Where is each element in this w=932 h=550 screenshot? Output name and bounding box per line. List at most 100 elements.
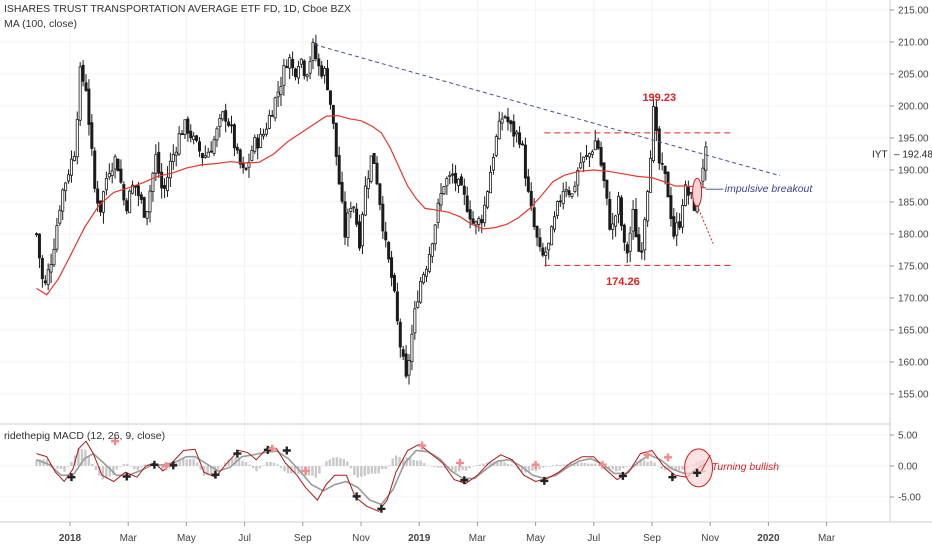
candle-body <box>122 184 126 201</box>
candle-body <box>547 242 551 251</box>
candle-body <box>553 216 557 230</box>
candle-body <box>206 151 210 158</box>
macd-histogram-bar <box>422 462 426 466</box>
candle-body <box>474 221 478 226</box>
price-tick-label: 195.00 <box>898 134 929 145</box>
macd-histogram-bar <box>401 458 405 466</box>
macd-histogram-bar <box>143 464 146 466</box>
macd-histogram-bar <box>559 464 562 466</box>
macd-histogram-bar <box>426 465 429 466</box>
macd-histogram-bar <box>332 457 335 466</box>
candle-body <box>689 192 693 195</box>
candle-body <box>651 106 655 162</box>
candle-body <box>163 185 167 189</box>
candle-body <box>401 349 405 357</box>
macd-histogram-bar <box>611 466 614 470</box>
macd-histogram-bar <box>513 466 517 467</box>
candle-body <box>238 149 242 165</box>
candle-body <box>305 74 309 77</box>
candle-body <box>646 191 650 222</box>
macd-histogram-bar <box>59 466 63 470</box>
macd-histogram-bar <box>646 461 649 466</box>
candle-body <box>349 207 353 212</box>
candle-body <box>218 118 222 127</box>
macd-histogram-bar <box>63 466 66 472</box>
candle-body <box>317 58 321 67</box>
bull-cross-marker <box>460 476 469 485</box>
candle-body <box>561 190 565 205</box>
candle-body <box>442 186 446 195</box>
ma-legend: MA (100, close) <box>4 18 77 30</box>
macd-histogram-bar <box>279 466 283 468</box>
macd-histogram-bar <box>101 466 105 480</box>
time-tick-label: Nov <box>701 533 719 544</box>
candle-body <box>509 120 513 125</box>
time-tick-label: May <box>526 533 545 544</box>
annotation-label: impulsive breakout <box>725 183 814 195</box>
price-tick-label: 205.00 <box>898 70 929 81</box>
candle-body <box>410 333 414 362</box>
macd-histogram-bar <box>482 463 485 466</box>
macd-histogram-bar <box>625 466 628 467</box>
time-tick-label: Jul <box>587 533 600 544</box>
candle-body <box>87 88 91 125</box>
price-tick-label: 200.00 <box>898 102 929 113</box>
time-tick-label: Sep <box>294 533 312 544</box>
candle-body <box>154 154 158 174</box>
candle-body <box>512 121 516 137</box>
candle-body <box>454 172 458 184</box>
macd-histogram-bar <box>436 466 440 468</box>
macd-histogram-bar <box>440 466 443 468</box>
candle-body <box>587 153 591 158</box>
candle-body <box>413 308 417 334</box>
candle-body <box>599 147 603 166</box>
macd-histogram-bar <box>499 460 503 466</box>
macd-histogram-bar <box>248 464 251 466</box>
macd-histogram-bar <box>56 466 59 469</box>
candle-body <box>681 204 685 228</box>
macd-histogram-bar <box>356 466 359 478</box>
bear-cross-marker <box>643 450 652 459</box>
macd-histogram-bar <box>349 466 353 469</box>
bull-cross-marker <box>693 468 702 477</box>
candle-body <box>573 185 577 192</box>
macd-histogram-bar <box>255 466 258 472</box>
bull-cross-marker <box>169 461 178 470</box>
candle-body <box>459 176 463 186</box>
candle-body <box>392 275 396 292</box>
macd-histogram-bar <box>311 466 314 476</box>
candle-body <box>37 233 41 259</box>
annotation-label: 199.23 <box>642 92 676 104</box>
bull-cross-marker <box>282 446 291 455</box>
last-price-label: – 192.48 <box>894 150 932 161</box>
candle-body <box>40 257 44 280</box>
candle-body <box>398 321 402 348</box>
candle-body <box>419 281 423 303</box>
candle-body <box>395 291 399 322</box>
macd-histogram-bar <box>608 466 611 470</box>
candle-body <box>663 165 667 174</box>
macd-histogram-bar <box>618 466 621 471</box>
candle-body <box>119 168 123 183</box>
macd-histogram-bar <box>503 462 506 466</box>
macd-histogram-bar <box>415 460 419 466</box>
candle-body <box>221 111 225 120</box>
macd-histogram-bar <box>105 466 108 479</box>
annotation-label: 174.26 <box>606 276 640 288</box>
breakout-projection <box>696 205 714 244</box>
candle-body <box>46 269 50 285</box>
candle-body <box>631 209 635 232</box>
candle-body <box>593 140 597 151</box>
candle-body <box>515 131 519 135</box>
macd-histogram-bar <box>412 459 415 466</box>
candle-body <box>384 231 388 241</box>
macd-histogram-bar <box>283 466 286 472</box>
candle-body <box>171 154 175 162</box>
macd-histogram-bar <box>429 466 433 467</box>
candle-body <box>177 133 181 155</box>
candle-body <box>541 247 545 256</box>
bear-cross-marker <box>162 462 171 470</box>
candle-body <box>628 232 632 252</box>
candle-body <box>491 156 495 171</box>
macd-histogram-bar <box>325 461 328 466</box>
